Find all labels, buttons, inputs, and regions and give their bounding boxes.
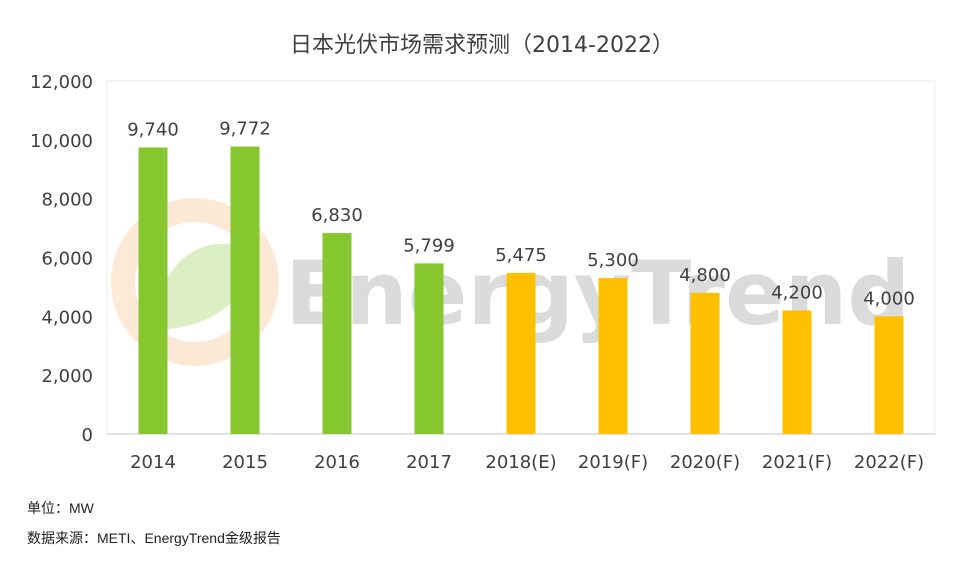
x-tick-label: 2022(F) <box>854 452 924 473</box>
bar-2015 <box>230 146 260 434</box>
source-note: 数据来源：METI、EnergyTrend金级报告 <box>27 530 281 546</box>
data-label: 5,300 <box>587 250 639 271</box>
data-label: 9,740 <box>127 119 179 140</box>
data-label: 4,000 <box>863 288 915 309</box>
unit-note: 单位：MW <box>27 500 94 516</box>
data-label: 5,799 <box>403 235 455 256</box>
x-tick-label: 2017 <box>406 452 452 473</box>
watermark-ring <box>111 198 279 366</box>
data-label: 6,830 <box>311 205 363 226</box>
bar-2018(E) <box>506 272 536 434</box>
bar-2014 <box>138 147 168 434</box>
y-tick-label: 10,000 <box>30 131 93 152</box>
x-tick-label: 2019(F) <box>578 452 648 473</box>
chart-title: 日本光伏市场需求预测（2014-2022） <box>290 33 674 58</box>
data-label: 5,475 <box>495 245 547 266</box>
y-tick-label: 0 <box>82 425 93 446</box>
bar-2019(F) <box>598 278 628 434</box>
x-tick-label: 2021(F) <box>762 452 832 473</box>
x-tick-label: 2018(E) <box>485 452 556 473</box>
bar-2017 <box>414 263 444 434</box>
x-tick-label: 2016 <box>314 452 360 473</box>
bar-2022(F) <box>874 316 904 434</box>
y-tick-label: 12,000 <box>30 72 93 93</box>
bar-2016 <box>322 233 352 434</box>
y-tick-label: 4,000 <box>41 307 93 328</box>
y-tick-label: 2,000 <box>41 366 93 387</box>
bar-2020(F) <box>690 292 720 434</box>
x-tick-label: 2014 <box>130 452 176 473</box>
data-label: 4,800 <box>679 265 731 286</box>
bar-2021(F) <box>782 310 812 434</box>
data-label: 9,772 <box>219 119 271 140</box>
y-tick-label: 8,000 <box>41 190 93 211</box>
data-label: 4,200 <box>771 282 823 303</box>
y-tick-label: 6,000 <box>41 249 93 270</box>
x-tick-label: 2020(F) <box>670 452 740 473</box>
x-tick-label: 2015 <box>222 452 268 473</box>
